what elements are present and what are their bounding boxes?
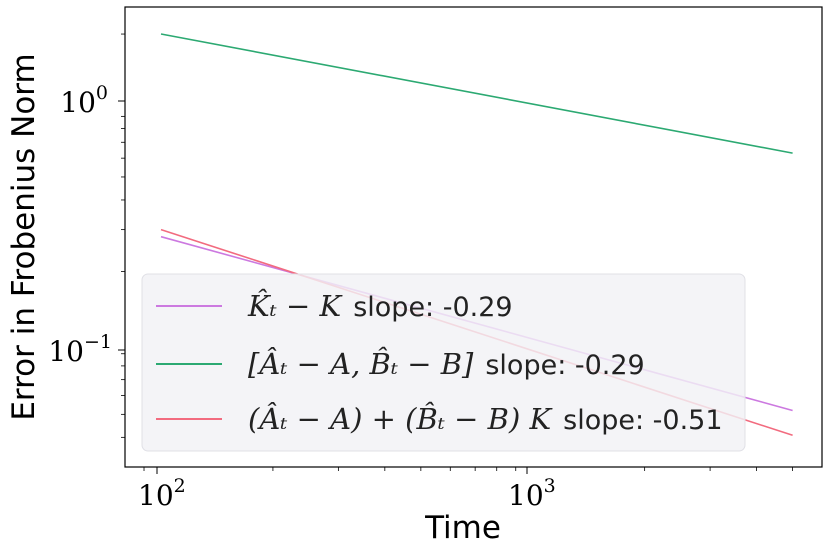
- legend-slope-label: slope: -0.51: [563, 405, 722, 436]
- x-tick-base: 10: [138, 479, 174, 512]
- y-tick-label-1e0: 100: [60, 82, 108, 119]
- legend-entry: K̂ₜ − K slope: -0.29: [247, 289, 513, 323]
- legend-entry: (Âₜ − A) + (B̂ₜ − B) K slope: -0.51: [248, 401, 723, 436]
- x-tick-label-1e3: 103: [508, 475, 556, 512]
- y-tick-base: 10: [60, 86, 96, 119]
- x-minor-ticks: [143, 467, 793, 471]
- x-axis-label: Time: [424, 510, 501, 546]
- legend-box: [141, 273, 746, 452]
- legend: K̂ₜ − K slope: -0.29 [Âₜ − A, B̂ₜ − B] slo…: [141, 273, 746, 452]
- x-tick-exp: 3: [544, 475, 556, 497]
- series-line-ab-error: [160, 33, 793, 154]
- y-axis-label: Error in Frobenius Norm: [6, 53, 42, 420]
- legend-series-name: (Âₜ − A) + (B̂ₜ − B) K: [248, 401, 553, 436]
- legend-slope-label: slope: -0.29: [353, 292, 512, 323]
- legend-entry: [Âₜ − A, B̂ₜ − B] slope: -0.29: [248, 346, 645, 381]
- y-tick-exp: −1: [84, 331, 112, 353]
- y-tick-label-1e-1: 10−1: [48, 331, 112, 368]
- x-tick-exp: 2: [174, 475, 186, 497]
- y-tick-base: 10: [48, 335, 84, 368]
- legend-series-name: [Âₜ − A, B̂ₜ − B]: [248, 346, 474, 381]
- legend-slope-label: slope: -0.29: [485, 350, 644, 381]
- y-minor-ticks: [121, 33, 125, 438]
- legend-series-name: K̂ₜ − K: [247, 289, 344, 323]
- x-tick-base: 10: [508, 479, 544, 512]
- y-tick-exp: 0: [96, 82, 108, 104]
- x-tick-label-1e2: 102: [138, 475, 186, 512]
